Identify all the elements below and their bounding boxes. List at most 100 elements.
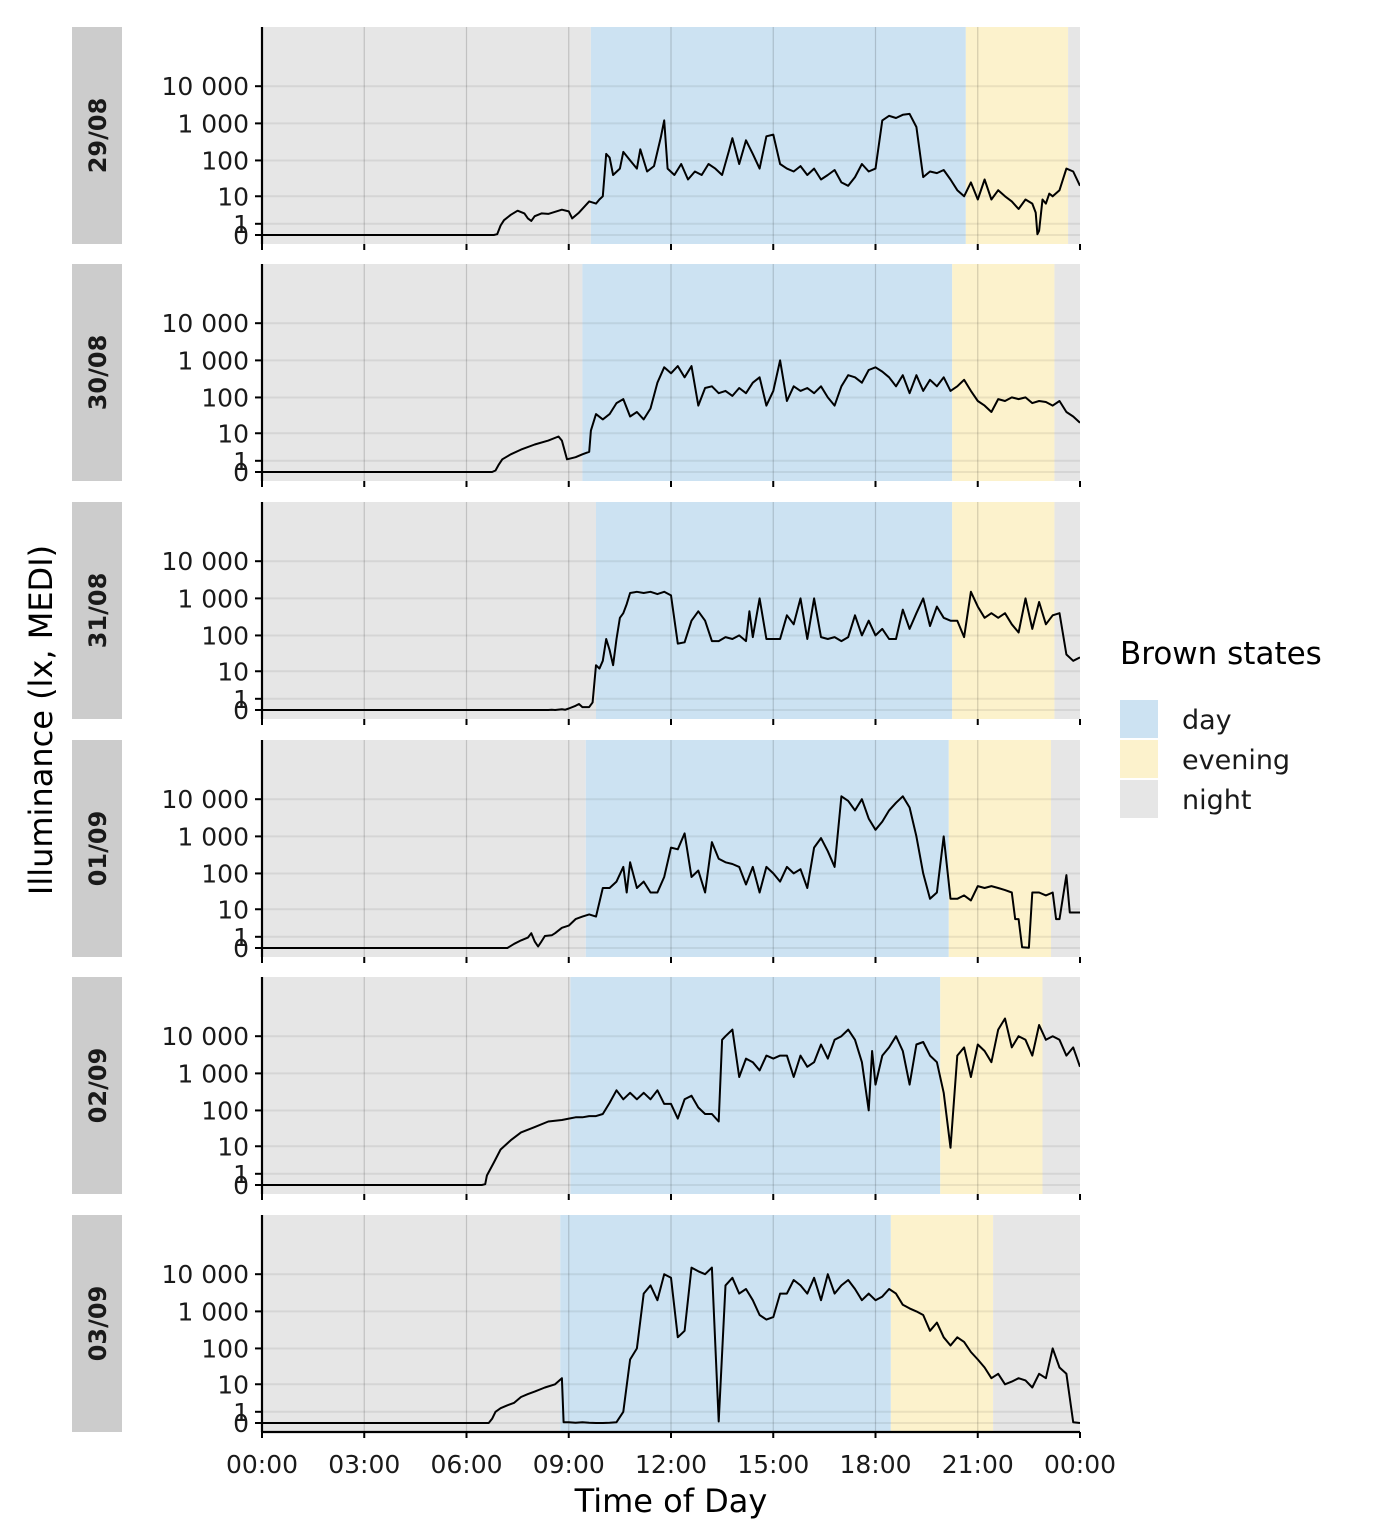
y-tick-label: 1 <box>233 447 249 476</box>
y-tick-label: 10 000 <box>162 309 249 338</box>
illuminance-line <box>262 1266 1080 1424</box>
state-band-day <box>582 264 953 481</box>
y-tick-label: 100 <box>201 621 249 650</box>
facet-strip-label: 30/08 <box>84 335 112 411</box>
state-band-evening <box>940 977 1043 1194</box>
y-tick-label: 10 000 <box>162 1022 249 1051</box>
y-tick-label: 10 <box>217 1370 249 1399</box>
state-band-night <box>262 502 597 719</box>
x-axis: 00:00 03:00 06:00 09:00 12:00 15:00 18:00 21:00… <box>226 1430 1116 1479</box>
y-tick-label: 1 <box>233 1398 249 1427</box>
state-band-day <box>560 1215 891 1432</box>
y-tick-label: 100 <box>201 383 249 412</box>
legend-swatch-night <box>1120 780 1158 818</box>
facet-strip-label: 01/09 <box>84 811 112 887</box>
y-tick-label: 10 000 <box>162 547 249 576</box>
state-band-day <box>596 502 953 719</box>
y-tick-label: 1 <box>233 685 249 714</box>
y-tick-label: 1 <box>233 1160 249 1189</box>
y-tick-label: 100 <box>201 859 249 888</box>
y-tick-label: 1 <box>233 210 249 239</box>
illuminance-line <box>262 359 1080 473</box>
state-band-evening <box>948 740 1052 957</box>
legend-swatch-day <box>1120 700 1158 738</box>
x-tick-label: 00:00 <box>1044 1450 1116 1479</box>
facet-strip <box>72 264 122 481</box>
y-tick-label: 100 <box>201 1096 249 1125</box>
state-band-night <box>262 977 571 1194</box>
facet-strip <box>72 740 122 957</box>
facet-strip <box>72 502 122 719</box>
y-axis-title: Illuminance (lx, MEDI) <box>22 545 60 895</box>
y-tick-label: 1 000 <box>177 584 249 613</box>
x-tick-label: 21:00 <box>942 1450 1014 1479</box>
facet-strip-label: 29/08 <box>84 98 112 174</box>
y-tick-label: 0 <box>233 1409 249 1438</box>
y-tick-label: 1 000 <box>177 1059 249 1088</box>
illuminance-line <box>262 795 1080 949</box>
state-band-night <box>262 27 591 244</box>
state-band-night <box>1054 502 1080 719</box>
legend-swatch-evening <box>1120 740 1158 778</box>
state-band-night <box>262 740 586 957</box>
y-tick-label: 10 000 <box>162 785 249 814</box>
state-band-night <box>262 264 583 481</box>
facet-strip-label: 31/08 <box>84 573 112 649</box>
y-tick-label: 1 000 <box>177 822 249 851</box>
x-tick-label: 06:00 <box>430 1450 502 1479</box>
facet-strip <box>72 1215 122 1432</box>
legend-label-day: day <box>1182 705 1232 736</box>
legend-label-evening: evening <box>1182 745 1290 776</box>
state-band-evening <box>890 1215 994 1432</box>
state-band-night <box>993 1215 1080 1432</box>
y-tick-label: 100 <box>201 146 249 175</box>
state-band-evening <box>952 264 1055 481</box>
x-tick-label: 12:00 <box>635 1450 707 1479</box>
x-axis-title: Time of Day <box>574 1482 768 1520</box>
legend: Brown states day evening night <box>1120 636 1322 818</box>
state-band-night <box>1054 264 1080 481</box>
state-band-night <box>1042 977 1080 1194</box>
x-tick-label: 00:00 <box>226 1450 298 1479</box>
y-tick-label: 10 000 <box>162 1260 249 1289</box>
y-tick-label: 0 <box>233 221 249 250</box>
y-tick-label: 0 <box>233 934 249 963</box>
y-tick-label: 0 <box>233 696 249 725</box>
state-band-night <box>262 1215 561 1432</box>
y-tick-label: 100 <box>201 1334 249 1363</box>
y-tick-label: 1 000 <box>177 1297 249 1326</box>
y-tick-label: 10 <box>217 657 249 686</box>
state-band-day <box>590 27 966 244</box>
y-tick-label: 10 <box>217 895 249 924</box>
state-band-evening <box>965 27 1069 244</box>
facet-strip <box>72 27 122 244</box>
x-tick-label: 15:00 <box>737 1450 809 1479</box>
y-tick-label: 10 <box>217 182 249 211</box>
illuminance-line <box>262 112 1080 236</box>
x-tick-label: 18:00 <box>839 1450 911 1479</box>
y-tick-label: 0 <box>233 458 249 487</box>
y-tick-label: 10 000 <box>162 72 249 101</box>
legend-label-night: night <box>1182 785 1251 816</box>
legend-title: Brown states <box>1120 636 1322 672</box>
y-tick-label: 1 000 <box>177 346 249 375</box>
facet-strip-label: 03/09 <box>84 1286 112 1362</box>
y-tick-label: 10 <box>217 419 249 448</box>
facet-strip <box>72 977 122 1194</box>
illuminance-line <box>262 1017 1080 1186</box>
x-tick-label: 03:00 <box>328 1450 400 1479</box>
state-band-night <box>1051 740 1080 957</box>
y-tick-label: 10 <box>217 1132 249 1161</box>
facet-strip-label: 02/09 <box>84 1048 112 1124</box>
y-tick-label: 1 <box>233 923 249 952</box>
state-band-day <box>570 977 941 1194</box>
y-tick-label: 0 <box>233 1171 249 1200</box>
